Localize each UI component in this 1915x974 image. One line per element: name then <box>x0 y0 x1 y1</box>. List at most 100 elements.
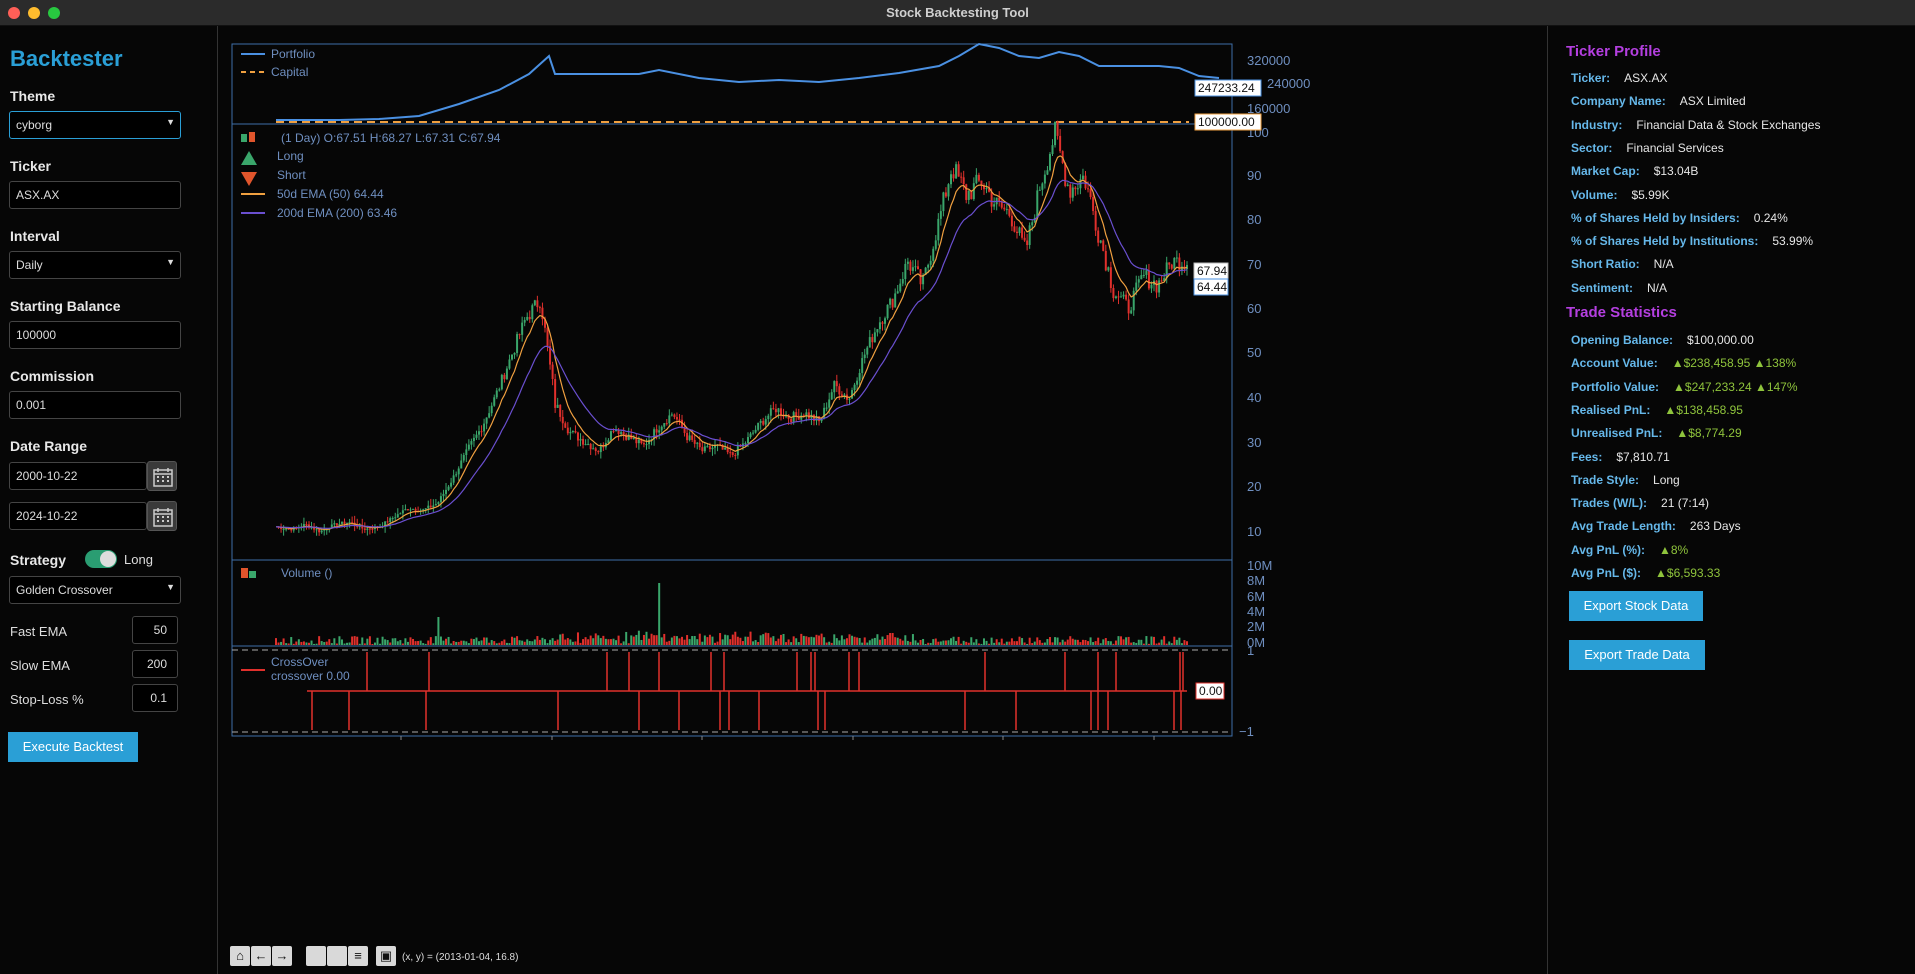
volume-bar <box>830 642 833 645</box>
candle-body <box>985 187 988 190</box>
candle-body <box>678 419 681 421</box>
candle-body <box>521 322 524 335</box>
end-date-calendar-button[interactable] <box>147 501 177 531</box>
candle-body <box>569 432 572 434</box>
candle-body <box>460 460 463 469</box>
candle-body <box>330 524 333 529</box>
volume-bar <box>399 640 402 645</box>
profile-key: % of Shares Held by Institutions: <box>1571 234 1759 249</box>
volume-bar <box>995 639 998 645</box>
interval-select[interactable]: Daily ▼ <box>9 251 181 279</box>
volume-bar <box>346 642 349 645</box>
candle-body <box>549 345 552 365</box>
volume-bar <box>648 638 651 645</box>
volume-bar <box>927 642 930 645</box>
profile-key: Sector: <box>1571 140 1613 155</box>
candle-body <box>835 381 838 387</box>
candle-body <box>833 381 836 393</box>
volume-bar <box>757 642 760 645</box>
candle-body <box>752 432 755 434</box>
volume-bar <box>528 640 531 645</box>
close-window-button[interactable] <box>8 7 20 19</box>
starting-balance-input[interactable]: 100000 <box>9 321 181 349</box>
save-icon[interactable]: ▣ <box>376 946 396 966</box>
stat-value: 21 (7:14) <box>1661 496 1710 511</box>
date-range-label: Date Range <box>10 438 88 454</box>
candle-body <box>1018 227 1021 234</box>
commission-input[interactable]: 0.001 <box>9 391 181 419</box>
fast-ema-input[interactable]: 50 <box>132 616 178 644</box>
volume-bar <box>376 637 379 645</box>
volume-bar <box>604 638 607 645</box>
volume-bar <box>752 641 755 645</box>
volume-bar <box>950 638 953 645</box>
start-date-input[interactable]: 2000-10-22 <box>9 462 147 490</box>
candle-body <box>467 444 470 450</box>
configure-icon[interactable]: ≡ <box>348 946 368 966</box>
volume-bar <box>635 634 638 645</box>
volume-bar <box>615 640 618 645</box>
portfolio-y-tick: 240000 <box>1267 76 1310 91</box>
candle-body <box>1109 267 1112 289</box>
pan-icon[interactable] <box>306 946 326 966</box>
zoom-icon[interactable] <box>327 946 347 966</box>
volume-bar <box>536 636 539 645</box>
volume-bar <box>1180 643 1183 645</box>
candle-body <box>320 530 323 533</box>
fast-ema-legend-label: 50d EMA (50) 64.44 <box>277 187 384 201</box>
candle-body <box>1175 257 1178 259</box>
candle-body <box>673 414 676 418</box>
candle-body <box>1013 226 1016 232</box>
chart-area[interactable]: Portfolio Capital 320000 240000 160000 1… <box>219 26 1548 974</box>
candle-body <box>290 528 293 531</box>
volume-bar <box>549 639 552 645</box>
candle-body <box>944 192 947 197</box>
volume-bar <box>1150 636 1153 645</box>
volume-bar <box>1064 641 1067 645</box>
candle-body <box>584 444 587 446</box>
stop-loss-input[interactable]: 0.1 <box>132 684 178 712</box>
slow-ema-input[interactable]: 200 <box>132 650 178 678</box>
volume-bar <box>914 640 917 645</box>
volume-bar <box>823 637 826 645</box>
candle-body <box>1178 257 1181 271</box>
back-icon[interactable]: ← <box>251 946 271 966</box>
candle-body <box>574 430 577 433</box>
volume-bar <box>835 638 838 645</box>
stat-row: Fees: $7,810.71 <box>1571 450 1670 464</box>
execute-backtest-button[interactable]: Execute Backtest <box>8 732 138 762</box>
forward-icon[interactable]: → <box>272 946 292 966</box>
maximize-window-button[interactable] <box>48 7 60 19</box>
ticker-input[interactable]: ASX.AX <box>9 181 181 209</box>
home-icon[interactable]: ⌂ <box>230 946 250 966</box>
candle-body <box>1026 240 1029 246</box>
stat-key: Account Value: <box>1571 356 1658 371</box>
long-short-toggle[interactable] <box>85 550 117 568</box>
chart-canvas[interactable]: Portfolio Capital 320000 240000 160000 1… <box>219 26 1548 946</box>
volume-legend-label: Volume () <box>281 566 332 580</box>
export-trade-data-button[interactable]: Export Trade Data <box>1569 640 1705 670</box>
theme-select[interactable]: cyborg ▼ <box>9 111 181 139</box>
candle-body <box>681 419 684 428</box>
candle-body <box>401 510 404 514</box>
volume-bar <box>538 639 541 645</box>
candle-body <box>371 528 374 530</box>
volume-bar <box>470 638 473 645</box>
volume-bar <box>480 640 483 645</box>
strategy-select[interactable]: Golden Crossover ▼ <box>9 576 181 604</box>
volume-bar <box>412 638 415 645</box>
volume-bar <box>366 638 369 645</box>
candle-body <box>828 399 831 408</box>
export-stock-data-button[interactable]: Export Stock Data <box>1569 591 1703 621</box>
candle-body <box>937 218 940 241</box>
volume-bar <box>726 635 729 645</box>
candle-body <box>313 527 316 530</box>
volume-bar <box>1104 638 1107 645</box>
volume-bar <box>592 638 595 645</box>
start-date-calendar-button[interactable] <box>147 461 177 491</box>
volume-bar <box>1043 642 1046 645</box>
end-date-input[interactable]: 2024-10-22 <box>9 502 147 530</box>
candle-body <box>706 446 709 448</box>
minimize-window-button[interactable] <box>28 7 40 19</box>
volume-bar <box>437 617 440 645</box>
